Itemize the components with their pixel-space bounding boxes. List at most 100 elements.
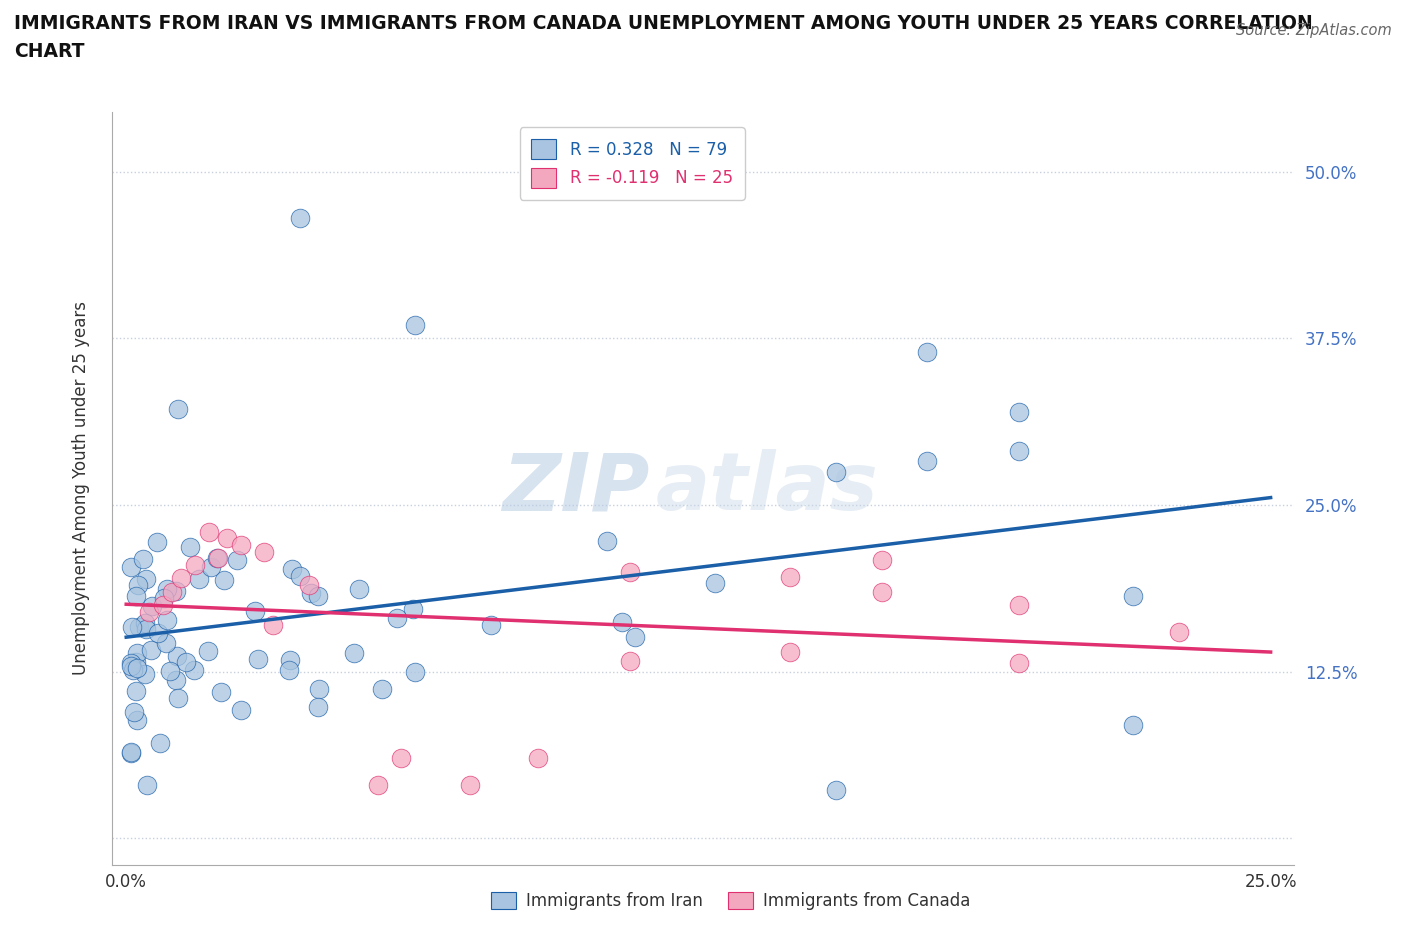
Point: [127, 578, 149, 592]
Point: [824, 783, 846, 798]
Point: [127, 645, 149, 660]
Point: [1008, 405, 1031, 419]
Point: [120, 746, 142, 761]
Point: [120, 559, 142, 574]
Point: [187, 571, 209, 586]
Point: [165, 673, 187, 688]
Point: [184, 557, 207, 572]
Point: [197, 525, 219, 539]
Point: [298, 578, 321, 592]
Point: [347, 582, 370, 597]
Point: [141, 643, 163, 658]
Point: [120, 658, 142, 673]
Point: [299, 586, 322, 601]
Point: [1122, 588, 1144, 603]
Point: [141, 598, 163, 613]
Point: [197, 644, 219, 658]
Point: [917, 453, 939, 468]
Text: ZIP: ZIP: [502, 449, 650, 527]
Y-axis label: Unemployment Among Youth under 25 years: Unemployment Among Youth under 25 years: [72, 301, 90, 675]
Point: [624, 630, 647, 644]
Point: [124, 655, 146, 670]
Point: [245, 604, 267, 618]
Point: [225, 552, 247, 567]
Point: [619, 654, 641, 669]
Point: [229, 538, 252, 552]
Point: [779, 644, 801, 659]
Point: [207, 551, 229, 565]
Point: [166, 648, 188, 663]
Point: [343, 645, 366, 660]
Point: [146, 626, 169, 641]
Point: [127, 712, 149, 727]
Point: [205, 551, 228, 565]
Point: [703, 575, 725, 590]
Point: [387, 610, 409, 625]
Point: [200, 560, 222, 575]
Point: [1168, 624, 1191, 639]
Point: [1122, 717, 1144, 732]
Point: [121, 619, 143, 634]
Point: [125, 589, 148, 604]
Point: [280, 561, 302, 576]
Point: [166, 690, 188, 705]
Point: [370, 682, 392, 697]
Point: [824, 465, 846, 480]
Point: [155, 613, 177, 628]
Point: [128, 619, 150, 634]
Point: [527, 751, 550, 765]
Legend: R = 0.328   N = 79, R = -0.119   N = 25: R = 0.328 N = 79, R = -0.119 N = 25: [520, 127, 745, 200]
Point: [252, 544, 274, 559]
Text: atlas: atlas: [655, 449, 879, 527]
Point: [458, 777, 481, 792]
Point: [214, 573, 236, 588]
Point: [262, 618, 284, 632]
Point: [124, 704, 146, 719]
Point: [610, 615, 633, 630]
Point: [595, 534, 617, 549]
Text: IMMIGRANTS FROM IRAN VS IMMIGRANTS FROM CANADA UNEMPLOYMENT AMONG YOUTH UNDER 25: IMMIGRANTS FROM IRAN VS IMMIGRANTS FROM …: [14, 14, 1313, 33]
Text: CHART: CHART: [14, 42, 84, 60]
Point: [402, 602, 425, 617]
Point: [367, 777, 389, 792]
Point: [389, 751, 412, 765]
Point: [149, 736, 172, 751]
Point: [159, 664, 181, 679]
Point: [404, 664, 426, 679]
Point: [156, 582, 179, 597]
Point: [307, 699, 329, 714]
Point: [307, 589, 329, 604]
Point: [288, 211, 311, 226]
Point: [124, 684, 146, 698]
Point: [209, 684, 232, 699]
Point: [174, 655, 197, 670]
Point: [170, 571, 193, 586]
Point: [122, 662, 145, 677]
Point: [215, 531, 238, 546]
Point: [134, 616, 156, 631]
Point: [135, 777, 157, 792]
Point: [870, 584, 893, 599]
Point: [1008, 597, 1031, 612]
Point: [308, 682, 330, 697]
Point: [135, 621, 157, 636]
Point: [183, 662, 205, 677]
Point: [146, 535, 169, 550]
Legend: Immigrants from Iran, Immigrants from Canada: Immigrants from Iran, Immigrants from Ca…: [485, 885, 977, 917]
Point: [870, 552, 893, 567]
Point: [155, 636, 177, 651]
Text: Source: ZipAtlas.com: Source: ZipAtlas.com: [1236, 23, 1392, 38]
Point: [247, 652, 270, 667]
Point: [131, 551, 153, 566]
Point: [160, 584, 183, 599]
Point: [167, 402, 190, 417]
Point: [779, 569, 801, 584]
Point: [917, 344, 939, 359]
Point: [135, 572, 157, 587]
Point: [152, 591, 174, 605]
Point: [165, 583, 187, 598]
Point: [404, 317, 426, 332]
Point: [229, 703, 252, 718]
Point: [152, 597, 174, 612]
Point: [179, 539, 201, 554]
